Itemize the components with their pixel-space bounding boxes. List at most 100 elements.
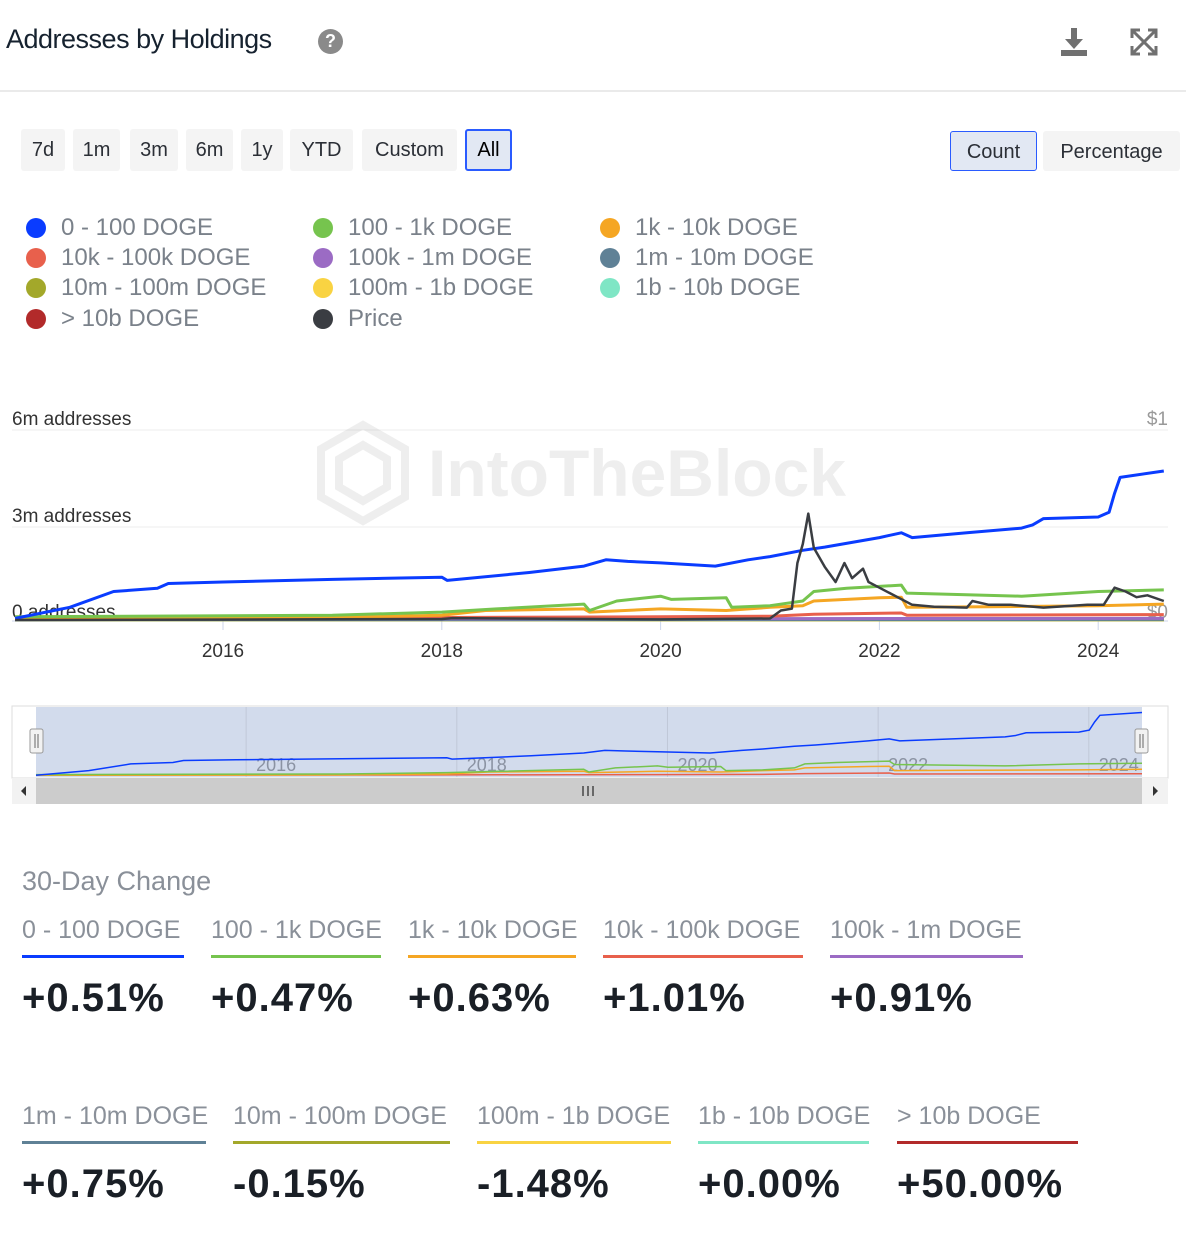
navigator-selection[interactable] <box>36 707 1142 777</box>
percentage-button[interactable]: Percentage <box>1043 131 1180 171</box>
question-circle-icon[interactable]: ? <box>318 29 343 54</box>
legend-label: 0 - 100 DOGE <box>61 214 214 241</box>
series-line-0[interactable] <box>14 469 1165 620</box>
change-stat: 10k - 100k DOGE +1.01% <box>603 916 803 1021</box>
range-all-button[interactable]: All <box>465 129 512 171</box>
change-value: +0.63% <box>408 976 551 1020</box>
legend-item[interactable]: 100m - 1b DOGE <box>313 273 533 303</box>
navigator-right-handle[interactable] <box>1134 728 1149 754</box>
navigator-tick-label: 2018 <box>467 755 507 775</box>
change-underline <box>830 955 1023 958</box>
legend-item[interactable]: 1k - 10k DOGE <box>600 213 798 243</box>
expand-icon[interactable] <box>1128 26 1160 58</box>
legend-dot-icon <box>600 278 620 298</box>
change-label: 100k - 1m DOGE <box>830 916 1022 944</box>
change-underline <box>211 955 381 958</box>
series-line-1[interactable] <box>15 583 1164 619</box>
legend-dot-icon <box>26 218 46 238</box>
navigator-series <box>35 711 1143 777</box>
legend-dot-icon <box>26 278 46 298</box>
svg-text:IntoTheBlock: IntoTheBlock <box>428 436 846 510</box>
change-underline <box>603 955 803 958</box>
legend-dot-icon <box>313 278 333 298</box>
x-tick-label: 2016 <box>202 641 244 662</box>
legend-item[interactable]: 100 - 1k DOGE <box>313 213 512 243</box>
watermark-logo: IntoTheBlock <box>317 420 846 526</box>
legend-dot-icon <box>26 309 46 329</box>
legend-dot-icon <box>600 218 620 238</box>
divider <box>0 90 1186 92</box>
legend-item[interactable]: 10k - 100k DOGE <box>26 243 250 273</box>
range-1y-button[interactable]: 1y <box>241 129 283 171</box>
change-stat: 0 - 100 DOGE +0.51% <box>22 916 184 1021</box>
legend-item[interactable]: 10m - 100m DOGE <box>26 273 266 303</box>
scrollbar[interactable] <box>12 778 1168 804</box>
legend-item[interactable]: > 10b DOGE <box>26 304 199 334</box>
change-heading: 30-Day Change <box>22 866 212 896</box>
navigator-tick-label: 2020 <box>677 755 717 775</box>
change-value: -1.48% <box>477 1162 610 1206</box>
page-title: Addresses by Holdings <box>6 24 272 54</box>
legend-label: 1k - 10k DOGE <box>635 214 798 241</box>
legend-item[interactable]: 1m - 10m DOGE <box>600 243 814 273</box>
series-line-10[interactable] <box>15 512 1165 622</box>
change-stat: 1b - 10b DOGE +0.00% <box>698 1102 870 1207</box>
change-label: 1m - 10m DOGE <box>22 1102 209 1130</box>
change-label: > 10b DOGE <box>897 1102 1041 1130</box>
change-value: -0.15% <box>233 1162 366 1206</box>
scroll-right-icon[interactable] <box>1153 786 1158 796</box>
range-6m-button[interactable]: 6m <box>186 129 233 171</box>
range-custom-button[interactable]: Custom <box>362 129 457 171</box>
change-label: 100 - 1k DOGE <box>211 916 382 944</box>
y-left-tick-label: 3m addresses <box>12 506 131 527</box>
navigator[interactable]: 2016 2018 2020 2022 2024 <box>11 705 1169 779</box>
navigator-tick-label: 2024 <box>1099 755 1139 775</box>
x-tick-label: 2018 <box>421 641 463 662</box>
y-left-tick-label: 6m addresses <box>12 409 131 430</box>
legend-label: 10k - 100k DOGE <box>61 244 251 271</box>
legend-dot-icon <box>26 248 46 268</box>
x-tick-label: 2022 <box>858 641 900 662</box>
x-tick-label: 2024 <box>1077 641 1120 662</box>
legend-dot-icon <box>313 248 333 268</box>
count-button[interactable]: Count <box>950 131 1037 171</box>
change-value: +0.91% <box>830 976 973 1020</box>
change-value: +0.75% <box>22 1162 165 1206</box>
legend-label: 100m - 1b DOGE <box>348 274 534 301</box>
change-value: +1.01% <box>603 976 746 1020</box>
scroll-left-icon[interactable] <box>21 786 26 796</box>
download-icon[interactable] <box>1058 26 1090 58</box>
change-underline <box>477 1141 671 1144</box>
legend-item[interactable]: 0 - 100 DOGE <box>26 213 213 243</box>
change-value: +0.47% <box>211 976 354 1020</box>
range-ytd-button[interactable]: YTD <box>290 129 353 171</box>
legend-item[interactable]: 100k - 1m DOGE <box>313 243 532 273</box>
range-7d-button[interactable]: 7d <box>21 129 65 171</box>
change-label: 100m - 1b DOGE <box>477 1102 671 1130</box>
change-value: +0.51% <box>22 976 165 1020</box>
change-underline <box>22 955 184 958</box>
change-stat: 1m - 10m DOGE +0.75% <box>22 1102 209 1207</box>
legend-dot-icon <box>313 218 333 238</box>
legend-dot-icon <box>313 309 333 329</box>
scrollbar-thumb[interactable] <box>36 778 1142 804</box>
change-underline <box>408 955 576 958</box>
legend-label: > 10b DOGE <box>61 305 200 332</box>
navigator-left-handle[interactable] <box>29 728 44 754</box>
legend-label: 100k - 1m DOGE <box>348 244 533 271</box>
legend-label: 1m - 10m DOGE <box>635 244 814 271</box>
change-stat: 100 - 1k DOGE +0.47% <box>211 916 382 1021</box>
x-tick-label: 2020 <box>639 641 681 662</box>
y-right-tick-label: $1 <box>1147 409 1168 430</box>
legend-item[interactable]: Price <box>313 304 403 334</box>
legend-label: 10m - 100m DOGE <box>61 274 267 301</box>
range-1m-button[interactable]: 1m <box>73 129 120 171</box>
change-underline <box>897 1141 1078 1144</box>
range-3m-button[interactable]: 3m <box>130 129 178 171</box>
change-value: +50.00% <box>897 1162 1064 1206</box>
change-label: 1k - 10k DOGE <box>408 916 578 944</box>
change-stat: 10m - 100m DOGE -0.15% <box>233 1102 450 1207</box>
legend-label: 100 - 1k DOGE <box>348 214 513 241</box>
legend-item[interactable]: 1b - 10b DOGE <box>600 273 800 303</box>
